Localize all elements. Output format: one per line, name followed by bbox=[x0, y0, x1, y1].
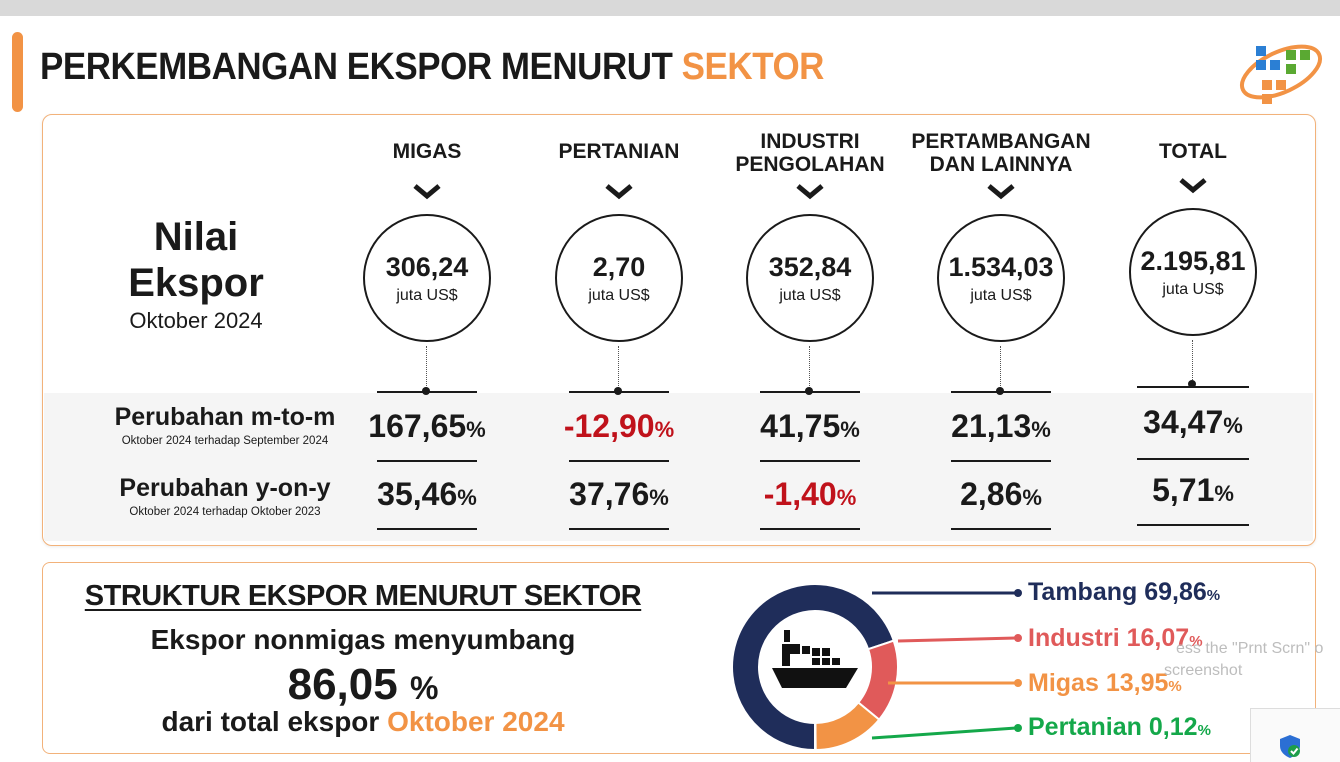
security-tray[interactable] bbox=[1250, 708, 1340, 762]
divider-line bbox=[377, 528, 477, 530]
connector-line bbox=[1192, 340, 1193, 382]
sector-name: PERTANIAN bbox=[558, 140, 680, 163]
perubahan-band bbox=[44, 393, 1313, 541]
chevron-down-icon bbox=[796, 184, 824, 200]
sector-unit: juta US$ bbox=[779, 287, 841, 304]
sector-value-circle: 2.195,81 juta US$ bbox=[1129, 208, 1257, 336]
sector-value: 306,24 bbox=[385, 252, 469, 282]
yoy-label: Perubahan y-on-y Oktober 2024 terhadap O… bbox=[60, 474, 390, 518]
connector-dot bbox=[1188, 380, 1196, 388]
mtm-detail: Oktober 2024 terhadap September 2024 bbox=[121, 435, 329, 447]
screenshot-hint-line1: ess the "Prnt Scrn" o bbox=[1176, 640, 1324, 657]
divider-line bbox=[1137, 458, 1249, 460]
struktur-line1: Ekspor nonmigas menyumbang bbox=[150, 624, 576, 655]
chevron-down-icon bbox=[413, 184, 441, 200]
nilai-ekspor-label: Nilai Ekspor Oktober 2024 bbox=[96, 214, 296, 334]
mtm-value: 41,75% bbox=[760, 408, 860, 444]
yoy-value: 5,71% bbox=[1152, 472, 1234, 508]
divider-line bbox=[760, 460, 860, 462]
sector-value-circle: 306,24 juta US$ bbox=[363, 214, 491, 342]
browser-top-bar bbox=[0, 0, 1340, 16]
sector-value-circle: 1.534,03 juta US$ bbox=[937, 214, 1065, 342]
sector-value: 2.195,81 bbox=[1140, 246, 1246, 276]
yoy-title: Perubahan y-on-y bbox=[119, 474, 331, 502]
sector-name: MIGAS bbox=[392, 140, 462, 163]
page-title: PERKEMBANGAN EKSPOR MENURUT SEKTOR bbox=[40, 46, 824, 89]
donut-slice-pertanian bbox=[814, 721, 817, 752]
connector-dot bbox=[996, 387, 1004, 395]
sector-value: 2,70 bbox=[592, 252, 646, 282]
chevron-down-icon bbox=[605, 184, 633, 200]
mtm-title: Perubahan m-to-m bbox=[114, 403, 336, 431]
bps-logo bbox=[1240, 44, 1322, 104]
yoy-detail: Oktober 2024 terhadap Oktober 2023 bbox=[129, 506, 321, 518]
yoy-value: 37,76% bbox=[569, 476, 669, 512]
divider-line bbox=[569, 460, 669, 462]
chevron-down-icon bbox=[987, 184, 1015, 200]
divider-line bbox=[377, 460, 477, 462]
yoy-value: -1,40% bbox=[763, 476, 857, 512]
nilai-line1: Nilai bbox=[153, 215, 239, 259]
divider-line bbox=[951, 460, 1051, 462]
mtm-value: 21,13% bbox=[951, 408, 1051, 444]
divider-line bbox=[569, 528, 669, 530]
sector-value: 352,84 bbox=[768, 252, 852, 282]
divider-line bbox=[951, 528, 1051, 530]
connector-line bbox=[1000, 346, 1001, 388]
connector-line bbox=[618, 346, 619, 388]
nilai-line2: Ekspor bbox=[128, 261, 264, 305]
connector-line bbox=[426, 346, 427, 388]
sector-unit: juta US$ bbox=[1162, 281, 1224, 298]
divider-line bbox=[1137, 524, 1249, 526]
legend-tambang: Tambang 69,86% bbox=[1028, 578, 1221, 606]
mtm-value: -12,90% bbox=[563, 408, 675, 444]
sector-name: INDUSTRI PENGOLAHAN bbox=[735, 130, 885, 176]
sector-unit: juta US$ bbox=[588, 287, 650, 304]
title-main: PERKEMBANGAN EKSPOR MENURUT bbox=[40, 46, 673, 88]
struktur-ekspor-panel bbox=[42, 562, 1316, 754]
divider-line bbox=[760, 528, 860, 530]
sector-value-circle: 352,84 juta US$ bbox=[746, 214, 874, 342]
sector-unit: juta US$ bbox=[970, 287, 1032, 304]
screenshot-hint-line2: screenshot bbox=[1164, 662, 1243, 679]
chevron-down-icon bbox=[1179, 178, 1207, 194]
sector-value: 1.534,03 bbox=[948, 252, 1054, 282]
connector-line bbox=[809, 346, 810, 388]
sector-name: PERTAMBANGAN DAN LAINNYA bbox=[911, 130, 1091, 176]
sector-value-circle: 2,70 juta US$ bbox=[555, 214, 683, 342]
mtm-value: 167,65% bbox=[368, 408, 486, 444]
yoy-value: 35,46% bbox=[377, 476, 477, 512]
title-accent-bar bbox=[12, 32, 23, 112]
connector-dot bbox=[614, 387, 622, 395]
legend-pertanian: Pertanian 0,12% bbox=[1028, 713, 1211, 741]
mtm-value: 34,47% bbox=[1143, 404, 1243, 440]
title-highlight: SEKTOR bbox=[681, 46, 825, 88]
nilai-period: Oktober 2024 bbox=[129, 308, 263, 333]
cargo-ship-icon bbox=[772, 630, 858, 688]
sector-unit: juta US$ bbox=[396, 287, 458, 304]
legend-migas: Migas 13,95% bbox=[1028, 669, 1182, 697]
sector-name: TOTAL bbox=[1158, 140, 1228, 163]
connector-dot bbox=[422, 387, 430, 395]
donut-slice-tambang bbox=[731, 583, 895, 752]
mtm-label: Perubahan m-to-m Oktober 2024 terhadap S… bbox=[60, 403, 390, 447]
yoy-value: 2,86% bbox=[960, 476, 1042, 512]
struktur-line3: dari total ekspor Oktober 2024 bbox=[161, 706, 565, 737]
donut-chart bbox=[731, 583, 899, 752]
connector-dot bbox=[805, 387, 813, 395]
struktur-title: STRUKTUR EKSPOR MENURUT SEKTOR bbox=[84, 580, 642, 612]
struktur-big-value: 86,05 % bbox=[287, 660, 439, 709]
legend-industri: Industri 16,07% bbox=[1028, 624, 1203, 652]
shield-check-icon[interactable] bbox=[1277, 733, 1303, 759]
